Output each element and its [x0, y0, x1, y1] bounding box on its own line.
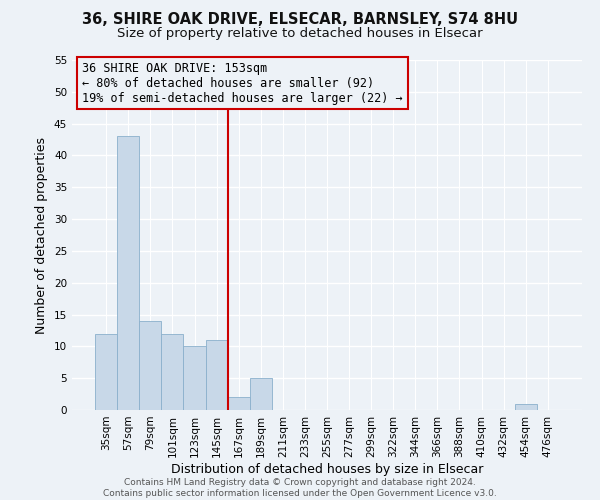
Text: Contains HM Land Registry data © Crown copyright and database right 2024.
Contai: Contains HM Land Registry data © Crown c… [103, 478, 497, 498]
Bar [95, 334, 117, 410]
Bar [250, 378, 272, 410]
Text: Size of property relative to detached houses in Elsecar: Size of property relative to detached ho… [117, 28, 483, 40]
Bar [515, 404, 537, 410]
Text: 36 SHIRE OAK DRIVE: 153sqm
← 80% of detached houses are smaller (92)
19% of semi: 36 SHIRE OAK DRIVE: 153sqm ← 80% of deta… [82, 62, 403, 105]
Bar [117, 136, 139, 410]
Bar [206, 340, 227, 410]
X-axis label: Distribution of detached houses by size in Elsecar: Distribution of detached houses by size … [171, 462, 483, 475]
Bar [227, 398, 250, 410]
Text: 36, SHIRE OAK DRIVE, ELSECAR, BARNSLEY, S74 8HU: 36, SHIRE OAK DRIVE, ELSECAR, BARNSLEY, … [82, 12, 518, 28]
Y-axis label: Number of detached properties: Number of detached properties [35, 136, 49, 334]
Bar [161, 334, 184, 410]
Bar [139, 321, 161, 410]
Bar [184, 346, 206, 410]
